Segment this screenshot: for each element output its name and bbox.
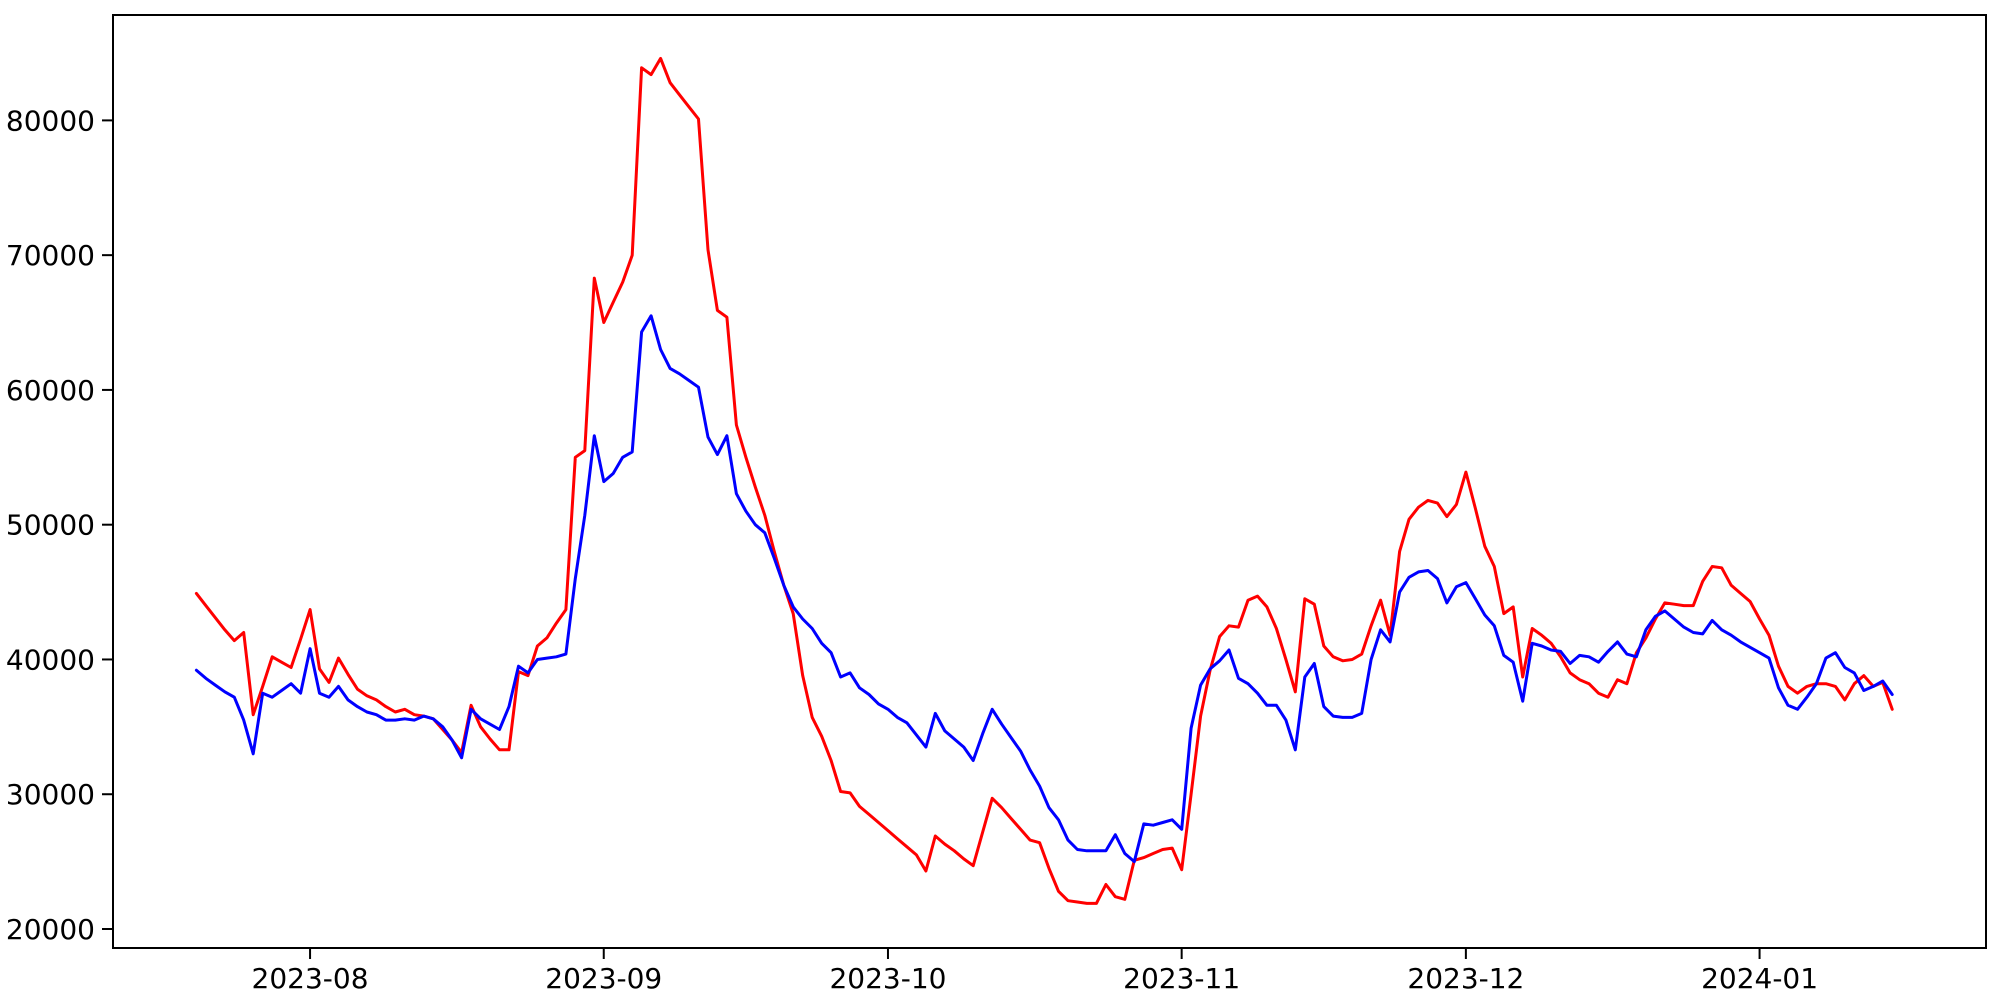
x-tick-label: 2023-10 bbox=[829, 962, 946, 995]
x-tick-label: 2023-09 bbox=[545, 962, 662, 995]
y-tick-label: 80000 bbox=[6, 104, 95, 137]
red-series-line bbox=[194, 56, 1894, 905]
y-tick-label: 70000 bbox=[6, 239, 95, 272]
y-tick-label: 60000 bbox=[6, 374, 95, 407]
x-tick-label: 2024-01 bbox=[1701, 962, 1818, 995]
x-tick-label: 2023-11 bbox=[1123, 962, 1240, 995]
y-tick-label: 50000 bbox=[6, 509, 95, 542]
y-tick-label: 30000 bbox=[6, 778, 95, 811]
x-tick-label: 2023-12 bbox=[1407, 962, 1524, 995]
y-tick-label: 40000 bbox=[6, 643, 95, 676]
plot-border bbox=[112, 14, 1987, 949]
y-tick-label: 20000 bbox=[6, 913, 95, 946]
blue-series-line bbox=[194, 314, 1894, 864]
x-tick-label: 2023-08 bbox=[252, 962, 369, 995]
